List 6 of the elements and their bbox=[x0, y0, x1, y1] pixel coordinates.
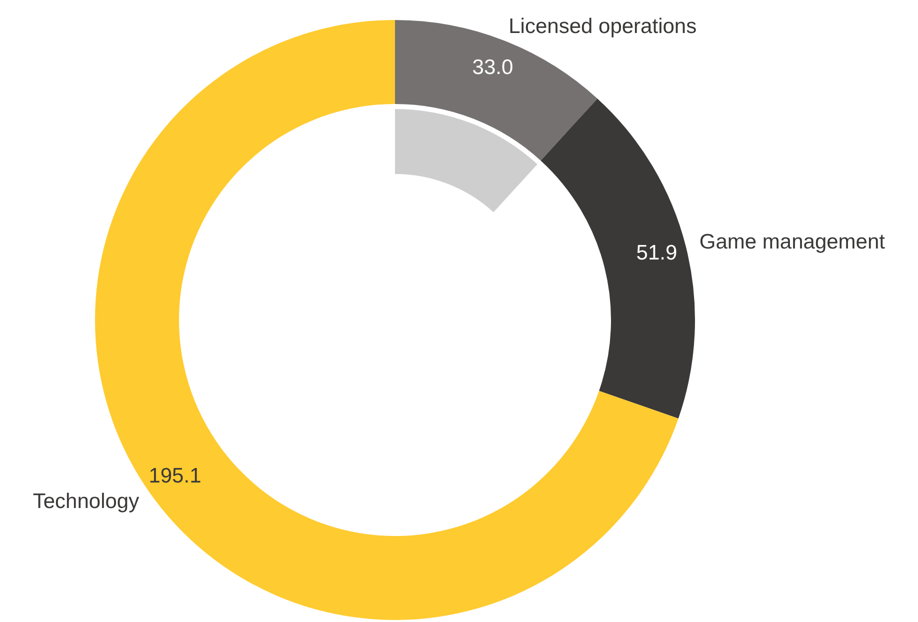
slice-label: Technology bbox=[32, 490, 140, 513]
data-label: 51.9 bbox=[636, 242, 678, 265]
data-label: 33.0 bbox=[472, 56, 514, 80]
data-label: 195.1 bbox=[148, 464, 202, 488]
slice-label: Licensed operations bbox=[508, 15, 697, 38]
slice-label: Game management bbox=[699, 230, 886, 254]
